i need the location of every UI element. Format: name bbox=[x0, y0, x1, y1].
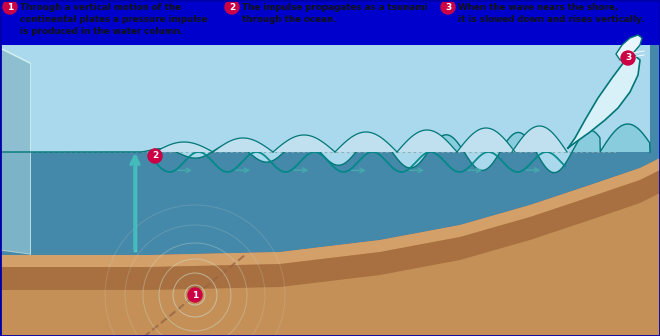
Text: 1: 1 bbox=[192, 291, 198, 299]
Circle shape bbox=[621, 51, 635, 65]
Polygon shape bbox=[0, 45, 660, 255]
Circle shape bbox=[441, 0, 455, 14]
Polygon shape bbox=[0, 170, 660, 290]
Polygon shape bbox=[335, 132, 397, 152]
Polygon shape bbox=[512, 126, 567, 152]
Text: 2: 2 bbox=[229, 2, 235, 11]
Polygon shape bbox=[0, 48, 30, 254]
Polygon shape bbox=[397, 130, 457, 152]
Polygon shape bbox=[213, 138, 273, 152]
Text: The impulse propagates as a tsunami
through the ocean.: The impulse propagates as a tsunami thro… bbox=[242, 3, 428, 24]
Polygon shape bbox=[0, 45, 660, 336]
Text: 3: 3 bbox=[445, 2, 451, 11]
Text: 3: 3 bbox=[625, 53, 631, 62]
Polygon shape bbox=[457, 128, 515, 152]
Polygon shape bbox=[0, 45, 650, 173]
Circle shape bbox=[188, 288, 202, 302]
Circle shape bbox=[3, 0, 17, 14]
Polygon shape bbox=[0, 45, 660, 255]
Text: Through a vertical motion of the
continental plates a pressure impulse
is produc: Through a vertical motion of the contine… bbox=[20, 3, 207, 36]
Circle shape bbox=[148, 149, 162, 163]
Text: 2: 2 bbox=[152, 152, 158, 161]
Text: When the wave nears the shore,
it is slowed down and rises vertically.: When the wave nears the shore, it is slo… bbox=[458, 3, 644, 24]
Polygon shape bbox=[0, 124, 650, 173]
Polygon shape bbox=[0, 158, 660, 267]
Polygon shape bbox=[616, 35, 642, 62]
Polygon shape bbox=[0, 158, 660, 336]
Text: 1: 1 bbox=[7, 2, 13, 11]
Polygon shape bbox=[273, 135, 335, 152]
Circle shape bbox=[225, 0, 239, 14]
Polygon shape bbox=[568, 55, 640, 148]
Polygon shape bbox=[155, 142, 213, 152]
